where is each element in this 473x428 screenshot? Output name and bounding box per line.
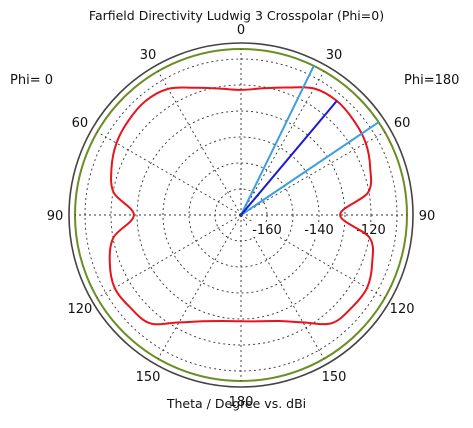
direction-markers bbox=[240, 65, 380, 216]
radial-tick-label: -160 bbox=[252, 223, 282, 238]
radial-tick-bg bbox=[299, 222, 339, 237]
radial-tick-bg bbox=[351, 222, 391, 237]
polar-grid bbox=[68, 42, 414, 388]
grid-spoke bbox=[157, 70, 242, 216]
theta-tick-labels: 0 30 60 90 120 150 180 150 120 90 60 30 bbox=[47, 23, 436, 410]
theta-tick-label: 120 bbox=[67, 302, 92, 317]
beamwidth-line bbox=[240, 121, 380, 216]
theta-tick-label: 60 bbox=[72, 116, 89, 131]
theta-tick-label: 120 bbox=[390, 302, 415, 317]
grid-spoke bbox=[157, 214, 242, 360]
main-lobe-line bbox=[240, 100, 338, 216]
theta-tick-label: 180 bbox=[229, 395, 254, 410]
outer-ring bbox=[68, 42, 414, 388]
pattern-curve bbox=[108, 86, 375, 326]
grid-spoke bbox=[240, 70, 325, 216]
grid-spoke bbox=[96, 131, 242, 216]
theta-tick-label: 150 bbox=[322, 370, 347, 385]
theta-tick-label: 150 bbox=[136, 370, 161, 385]
theta-tick-label: 60 bbox=[394, 116, 411, 131]
grid-circle bbox=[162, 136, 320, 294]
radial-tick-label: -140 bbox=[304, 223, 334, 238]
theta-tick-label: 90 bbox=[419, 209, 436, 224]
chart-title: Farfield Directivity Ludwig 3 Crosspolar… bbox=[88, 8, 385, 23]
radial-tick-labels: -160 -140 -120 bbox=[247, 222, 391, 238]
theta-tick-label: 30 bbox=[326, 48, 343, 63]
radial-tick-bg bbox=[247, 222, 287, 237]
pattern-series bbox=[108, 86, 375, 326]
grid-spoke bbox=[240, 131, 386, 216]
radial-tick-label: -120 bbox=[356, 223, 386, 238]
theta-tick-label: 0 bbox=[237, 23, 245, 38]
phi-right-label: Phi=180 bbox=[404, 73, 459, 88]
x-axis-label: Theta / Degree vs. dBi bbox=[166, 396, 307, 411]
grid-circle bbox=[136, 110, 346, 320]
theta-tick-label: 90 bbox=[47, 209, 64, 224]
beamwidth-line bbox=[240, 65, 315, 216]
phi-left-label: Phi= 0 bbox=[10, 73, 53, 88]
theta-tick-label: 30 bbox=[140, 48, 157, 63]
grid-spoke bbox=[96, 214, 242, 299]
